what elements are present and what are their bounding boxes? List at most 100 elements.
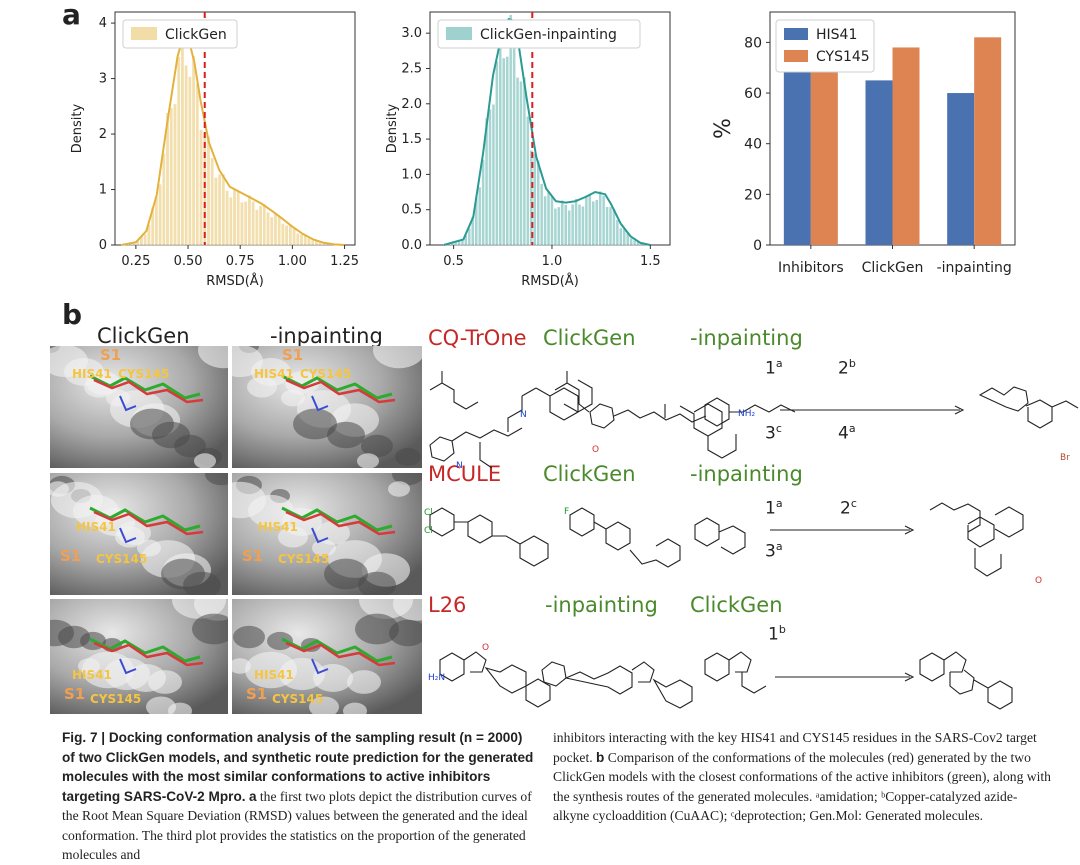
histogram-bar [520,81,523,245]
residue-cys145-label: CYS145 [118,367,169,381]
pocket-s1-label: S1 [242,547,263,565]
histogram-bar [218,174,221,245]
row1-target: CQ-TrOne [428,326,527,350]
x-tick-label: 0.50 [174,254,203,269]
residue-his41-label: HIS41 [254,668,294,682]
docking-col-clickgen: ClickGen [97,324,190,348]
histogram-bar [274,214,277,245]
histogram-bar [537,160,540,245]
histogram-bar [311,240,314,245]
category-label: -inpainting [937,260,1012,276]
histogram-bar [300,234,303,245]
svg-text:O: O [592,445,599,455]
y-tick-label: 0 [99,238,107,253]
x-tick-label: 1.25 [330,254,359,269]
svg-text:Cl: Cl [424,508,433,518]
histogram-bar [523,77,526,245]
legend-swatch [131,27,157,40]
histogram-bar [502,58,505,245]
histogram-bar [506,56,509,245]
histogram-bar [307,238,310,245]
residue-cys145-label: CYS145 [90,692,141,706]
svg-text:N: N [456,461,463,471]
histogram-bar [192,56,195,245]
bar-his41 [866,80,893,245]
y-tick-label: 0 [753,238,762,254]
y-tick-label: 3 [99,72,107,87]
y-tick-label: 1.5 [401,132,422,147]
residue-cys145-label: CYS145 [278,552,329,566]
histogram-bar [244,201,247,245]
row1-model1: ClickGen [543,326,636,350]
y-tick-label: 2.0 [401,97,422,112]
docking-tile: S1 HIS41 CYS145 [50,473,228,595]
histogram-bar [263,204,266,245]
histogram-bar [237,191,240,245]
histogram-bar [482,160,485,245]
y-tick-label: 20 [744,187,762,203]
histogram-bar [170,108,173,245]
x-tick-label: 1.00 [278,254,307,269]
y-tick-label: 3.0 [401,26,422,41]
y-tick-label: 60 [744,86,762,102]
histogram-bar [495,61,498,245]
histogram-bar [214,177,217,245]
histogram-bar [252,201,255,245]
residue-cys145-label: CYS145 [96,552,147,566]
histogram-bar [540,184,543,245]
histogram-bar [259,206,262,245]
residue-his41-label: HIS41 [72,367,112,381]
histogram-bar [575,199,578,245]
histogram-bar [225,191,228,245]
histogram-bar [568,210,571,245]
histogram-bar [144,234,147,245]
y-axis-label: % [711,118,736,139]
histogram-bar [578,204,581,245]
histogram-bar [533,153,536,245]
figure-caption-right: inhibitors interacting with the key HIS4… [553,728,1053,826]
surface-blob [130,409,174,440]
svg-text:O: O [1035,576,1042,586]
histogram-bar [585,197,588,245]
residue-his41-label: HIS41 [72,668,112,682]
histogram-bar [513,29,516,245]
svg-text:F: F [564,507,569,517]
histogram-bar [270,217,273,245]
histogram-bar [602,195,605,245]
histogram-bar [592,201,595,245]
figure-caption-left: Fig. 7 | Docking conformation analysis o… [62,728,535,865]
histogram-bar [296,233,299,245]
surface-blob [357,453,379,468]
surface-blob [388,481,410,496]
histogram-bar [289,225,292,245]
protein-surface-render: S1 HIS41 CYS145 [50,473,228,595]
y-axis-label: Density [70,103,85,153]
histogram-bar [609,207,612,245]
histogram-bar [266,212,269,245]
docking-tile: S1 HIS41 CYS145 [50,346,228,468]
surface-blob [161,559,205,590]
histogram-bar [499,33,502,245]
histogram-bar [544,196,547,245]
y-tick-label: 4 [99,16,107,31]
pocket-s1-label: S1 [60,547,81,565]
legend-label: ClickGen-inpainting [480,27,617,43]
histogram-bar [550,196,553,245]
histogram-bar [516,77,519,245]
y-tick-label: 80 [744,35,762,51]
x-tick-label: 0.75 [226,254,255,269]
histogram-bar [222,174,225,245]
histogram-bar [606,207,609,245]
residue-his41-label: HIS41 [76,520,116,534]
y-tick-label: 1 [99,183,107,198]
x-axis-label: RMSD(Å) [206,273,264,289]
histogram-bar [196,83,199,245]
histogram-bar [185,65,188,245]
pocket-s1-label: S1 [100,346,121,364]
